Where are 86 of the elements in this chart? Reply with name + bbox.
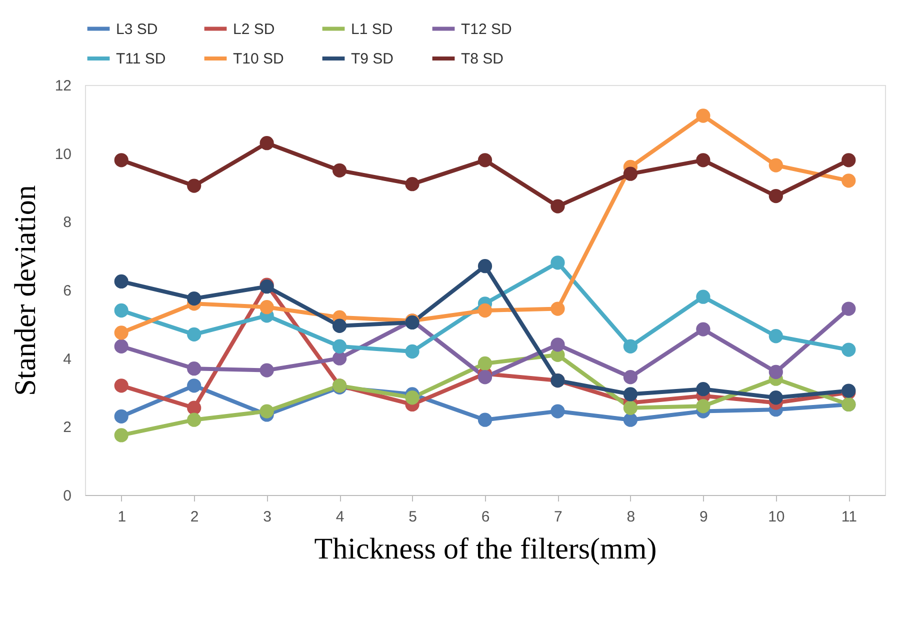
point [768,158,783,172]
point [114,339,128,354]
point [332,351,347,366]
point [187,178,202,193]
x-tick-label: 11 [841,508,857,526]
point [768,188,783,204]
point [187,400,202,415]
point [696,382,710,396]
point [187,327,202,342]
point [187,291,202,306]
point [623,387,638,402]
y-tick-label: 2 [63,419,72,436]
point [114,303,128,318]
point [550,199,565,214]
point [260,300,274,314]
point [260,136,274,150]
y-tick-label: 8 [63,214,72,232]
point [842,302,856,316]
legend-label: T9 SD [351,50,394,68]
x-tick-label: 5 [408,508,417,526]
point [696,290,710,304]
x-tick-label: 4 [336,508,344,526]
point [478,370,492,384]
point [842,342,856,357]
y-tick-label: 10 [54,146,72,163]
point [623,339,638,354]
point [114,326,128,340]
point [623,166,638,181]
point [696,108,710,123]
point [696,399,710,414]
legend-label: L2 SD [233,20,275,38]
point [114,409,128,424]
legend-label: T8 SD [461,50,504,68]
point [478,153,492,168]
point [114,378,128,393]
x-tick-label: 2 [190,508,199,526]
y-tick-label: 0 [63,488,72,504]
point [405,344,420,359]
point [260,363,274,378]
point [768,390,783,405]
legend-label: T10 SD [233,50,284,68]
point [696,153,710,168]
point [842,153,856,168]
point [768,364,783,380]
legend-label: L1 SD [351,20,393,38]
point [478,303,492,318]
point [623,370,638,384]
point [478,412,492,427]
point [696,322,710,336]
y-tick-label: 4 [63,350,72,368]
x-tick-label: 3 [263,508,272,526]
y-tick-label: 6 [63,282,72,300]
point [187,378,202,393]
x-tick-label: 6 [481,508,490,526]
x-tick-label: 1 [118,508,126,526]
x-tick-label: 9 [700,508,708,526]
point [405,177,420,192]
point [478,356,492,371]
point [332,339,347,354]
point [114,274,128,289]
point [550,256,565,270]
y-axis-title: Stander deviation [8,185,42,396]
point [187,362,202,376]
point [768,329,783,344]
point [332,318,347,333]
point [623,400,638,415]
y-tick-label: 12 [54,78,72,94]
legend-label: T11 SD [116,50,166,68]
x-tick-label: 10 [768,508,785,526]
point [114,428,128,442]
x-axis-title: Thickness of the filters(mm) [314,532,657,566]
point [623,412,638,427]
x-tick-label: 7 [554,508,562,526]
point [405,390,420,405]
point [260,404,274,418]
point [478,259,492,274]
point [332,163,347,178]
point [187,412,202,427]
point [550,338,565,352]
legend-label: L3 SD [116,20,158,38]
point [550,302,565,316]
legend-label: T12 SD [461,20,512,38]
point [842,174,856,188]
x-tick-label: 8 [626,508,636,526]
point [114,153,128,168]
point [550,404,565,418]
